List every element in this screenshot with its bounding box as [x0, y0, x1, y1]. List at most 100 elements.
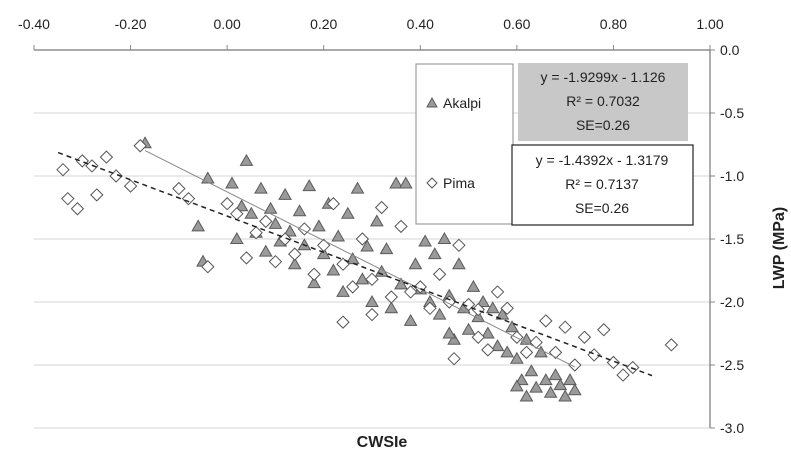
pima-point — [61, 191, 75, 206]
akalpi-point — [461, 322, 476, 335]
pima-point — [471, 302, 485, 317]
pima-point — [123, 179, 138, 193]
pima-point — [259, 214, 273, 229]
akalpi-point — [394, 277, 408, 290]
y-tick-label: -2.0 — [720, 294, 744, 310]
akalpi-point — [519, 389, 534, 402]
pima-point — [500, 301, 514, 316]
akalpi-point — [336, 284, 350, 297]
akalpi-point — [567, 383, 582, 396]
akalpi-point — [389, 176, 404, 189]
akalpi-point — [355, 272, 370, 285]
akalpi-point — [500, 345, 515, 358]
akalpi-point — [369, 214, 384, 227]
equation-box-pima: y = -1.4392x - 1.3179 R² = 0.7137 SE=0.2… — [511, 144, 694, 226]
legend-entries: Akalpi Pima — [426, 95, 481, 191]
akalpi-point — [403, 313, 418, 326]
pima-point — [355, 232, 370, 246]
akalpi-point — [345, 252, 360, 265]
pima-point — [432, 267, 447, 281]
akalpi-point — [384, 301, 399, 314]
pima-point — [249, 225, 263, 240]
akalpi-point — [312, 219, 326, 232]
akalpi-point — [408, 257, 423, 270]
y-tick-label: -2.5 — [720, 357, 744, 373]
akalpi-point — [200, 171, 215, 184]
legend-pima-label: Pima — [443, 175, 475, 191]
akalpi-point — [331, 229, 346, 242]
pima-point — [447, 351, 461, 366]
x-tick-label: 0.20 — [310, 16, 337, 32]
akalpi-point — [365, 294, 379, 307]
equation-akalpi-line-1: y = -1.9299x - 1.126 — [541, 69, 666, 85]
akalpi-point — [326, 263, 341, 276]
equation-pima-line-1: y = -1.4392x - 1.3179 — [536, 152, 669, 168]
pima-point — [529, 335, 543, 350]
pima-point — [70, 202, 85, 216]
akalpi-point — [379, 242, 394, 255]
pima-point — [403, 285, 418, 299]
equation-akalpi-line-2: R² = 0.7032 — [566, 93, 640, 109]
akalpi-point — [229, 231, 244, 244]
pima-point — [239, 251, 254, 265]
akalpi-point — [476, 294, 490, 307]
trendlines — [57, 150, 653, 377]
akalpi-point — [287, 257, 302, 270]
equation-pima-line-2: R² = 0.7137 — [565, 176, 639, 192]
pima-point — [365, 307, 379, 322]
pima-point — [539, 314, 553, 328]
pima-point — [374, 200, 389, 215]
y-tick-label: -1.0 — [720, 168, 744, 184]
akalpi-point — [490, 339, 505, 352]
akalpi-point — [302, 179, 317, 192]
pima-point — [664, 338, 679, 352]
equation-box-pima-border — [511, 144, 694, 226]
akalpi-point — [514, 373, 529, 386]
pima-point — [626, 360, 640, 375]
pima-point — [268, 254, 283, 269]
legend-box — [415, 63, 514, 225]
akalpi-point — [307, 276, 321, 289]
pima-trendline — [57, 151, 653, 377]
pima-point — [56, 162, 70, 177]
x-axis-title: CWSIe — [357, 434, 408, 451]
akalpi-point — [558, 389, 573, 402]
pima-point — [481, 343, 495, 357]
akalpi-trendline — [144, 150, 576, 368]
akalpi-point — [466, 279, 481, 292]
x-tick-label: 0.60 — [503, 16, 530, 32]
equation-pima-line-3: SE=0.26 — [575, 200, 629, 216]
akalpi-point — [258, 244, 273, 257]
y-axis-title: LWP (MPa) — [771, 207, 788, 289]
akalpi-point — [452, 257, 466, 270]
akalpi-point — [239, 153, 254, 166]
akalpi-point — [505, 320, 519, 333]
akalpi-point — [191, 219, 206, 232]
akalpi-point — [254, 181, 268, 194]
akalpi-point — [485, 301, 500, 314]
pima-point — [365, 272, 379, 287]
akalpi-point — [432, 307, 447, 320]
akalpi-point — [360, 239, 375, 252]
pima-point — [548, 345, 563, 360]
pima-point — [577, 330, 592, 344]
pima-point — [336, 315, 350, 329]
pima-point — [90, 188, 104, 202]
legend-akalpi-triangle-icon — [426, 96, 438, 108]
axes — [33, 45, 715, 429]
akalpi-point — [268, 216, 283, 229]
pima-point — [220, 197, 234, 211]
pima-point — [597, 323, 611, 337]
akalpi-point — [524, 364, 539, 377]
akalpi-point — [543, 385, 558, 398]
akalpi-point — [563, 373, 577, 386]
akalpi-point — [316, 247, 331, 260]
pima-point — [317, 238, 331, 253]
akalpi-point — [548, 368, 563, 381]
akalpi-point — [278, 187, 292, 200]
akalpi-point — [427, 247, 442, 260]
pima-point — [394, 219, 408, 234]
akalpi-point — [553, 378, 568, 391]
akalpi-point — [398, 176, 413, 189]
